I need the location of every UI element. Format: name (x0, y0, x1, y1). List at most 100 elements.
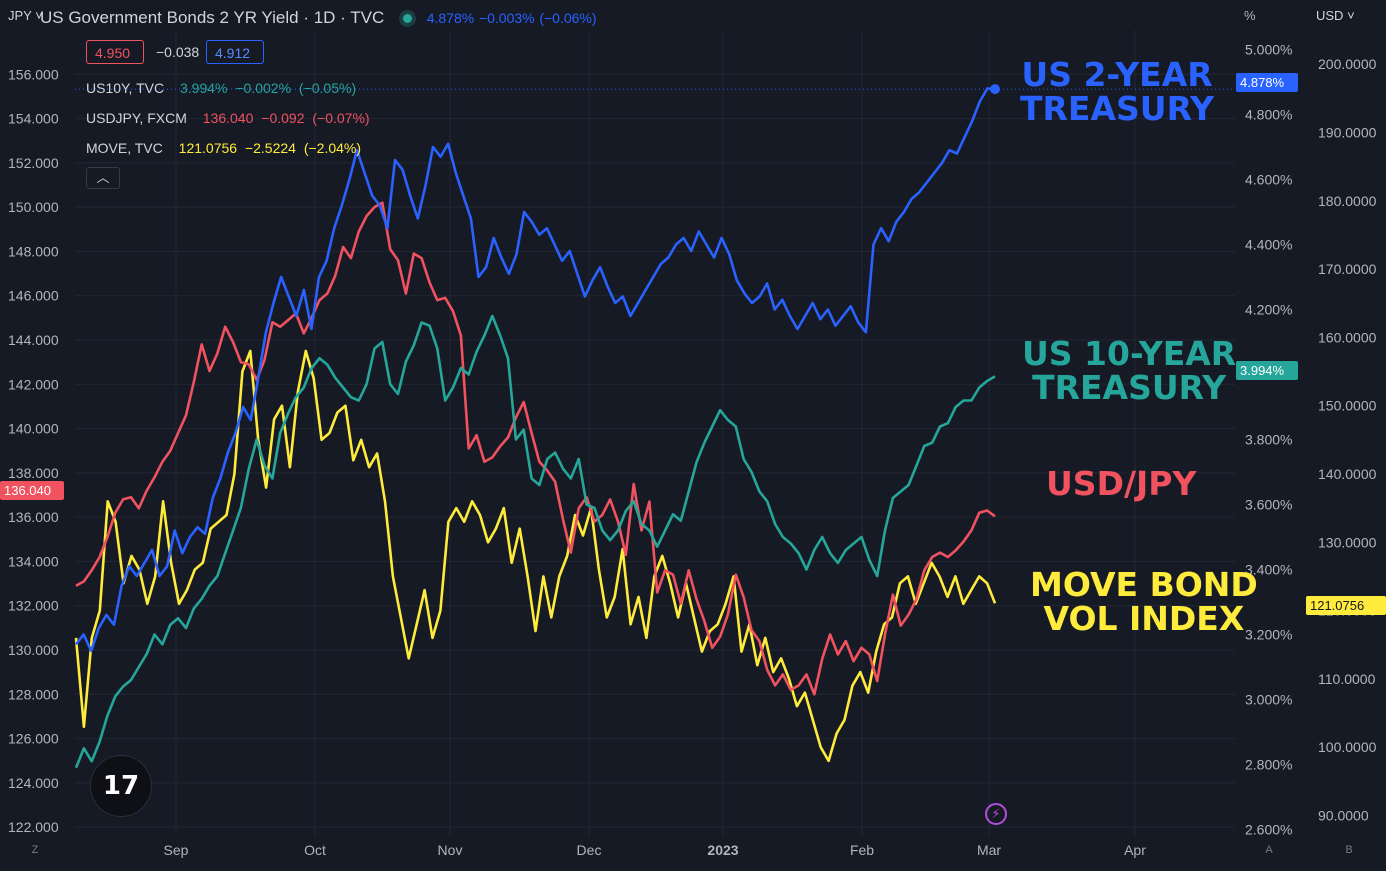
chevron-down-icon: ˅ (35, 8, 43, 23)
legend-change-pct: (−0.05%) (298, 80, 357, 96)
usd-axis-tick-label: 190.0000 (1318, 124, 1377, 140)
legend-value: 3.994% (179, 80, 228, 96)
left-axis-tick-label: 154.000 (8, 111, 59, 127)
move-series-line (74, 349, 997, 763)
left-axis-tick-label: 136.000 (8, 509, 59, 525)
time-axis-tick-label: Feb (850, 842, 874, 858)
right-currency-label: USD (1316, 8, 1344, 23)
left-axis-tick-label: 148.000 (8, 243, 59, 259)
left-axis-tick-label: 144.000 (8, 332, 59, 348)
left-axis-tick-label: 156.000 (8, 66, 59, 82)
annotation-line: US 2-YEAR (1021, 55, 1213, 94)
percent-axis-tick-label: 4.400% (1245, 237, 1292, 253)
annotation-line: TREASURY (1032, 368, 1227, 407)
annotation-move: MOVE BOND VOL INDEX (1030, 568, 1258, 636)
usd-axis-tick-label: 130.0000 (1318, 534, 1377, 550)
legend-usdjpy[interactable]: USDJPY, FXCM 136.040 −0.092 (−0.07%) (86, 110, 374, 126)
annotation-line: TREASURY (1020, 89, 1215, 128)
left-axis-tick-label: 124.000 (8, 775, 59, 791)
usd-axis-tick-label: 100.0000 (1318, 739, 1377, 755)
symbol-title-row: US Government Bonds 2 YR Yield · 1D · TV… (40, 8, 597, 28)
legend-us10y[interactable]: US10Y, TVC 3.994% −0.002% (−0.05%) (86, 80, 360, 96)
bid-box[interactable]: 4.950 (86, 40, 144, 64)
us10y-price-tag: 3.994% (1236, 361, 1298, 380)
percent-axis-tick-label: 2.800% (1245, 757, 1292, 773)
a-button[interactable]: A (1265, 844, 1273, 856)
lightning-bolt-icon[interactable]: ⚡ (985, 803, 1007, 825)
usdjpy-series-line (75, 201, 996, 696)
annotation-line: MOVE BOND (1030, 565, 1258, 604)
annotation-line: VOL INDEX (1043, 599, 1245, 638)
usd-axis-tick-label: 110.0000 (1318, 671, 1376, 687)
annotation-line: US 10-YEAR (1022, 334, 1237, 373)
left-axis-tick-label: 152.000 (8, 155, 59, 171)
z-button[interactable]: Z (31, 844, 39, 856)
left-axis-tick-label: 130.000 (8, 642, 59, 658)
time-axis-tick-label: 2023 (707, 842, 738, 858)
legend-value: 121.0756 (178, 140, 238, 156)
legend-change: −0.092 (261, 110, 305, 126)
annotation-us2y: US 2-YEAR TREASURY (1020, 58, 1214, 126)
b-button[interactable]: B (1345, 844, 1353, 856)
left-price-axis: 122.000 124.000 126.000 128.000 130.000 132.0… (8, 66, 59, 835)
legend-change: −0.002% (235, 80, 292, 96)
ask-box[interactable]: 4.912 (206, 40, 264, 64)
time-axis-tick-label: Apr (1124, 842, 1146, 858)
usd-price-axis: 90.0000100.0000110.0000120.0000130.00001… (1318, 56, 1377, 823)
us2y-series-line (74, 87, 996, 653)
legend-change-pct: (−2.04%) (303, 140, 362, 156)
left-axis-tick-label: 150.000 (8, 199, 59, 215)
percent-axis-tick-label: 3.600% (1245, 497, 1292, 513)
right-currency-select[interactable]: USD ˅ (1316, 8, 1355, 23)
annotation-us10y: US 10-YEAR TREASURY (1022, 337, 1236, 405)
time-axis-tick-label: Mar (977, 842, 1001, 858)
usd-axis-tick-label: 180.0000 (1318, 193, 1377, 209)
usd-axis-tick-label: 140.0000 (1318, 466, 1377, 482)
annotation-usdjpy: USD/JPY (1046, 464, 1197, 503)
legend-value: 136.040 (202, 110, 254, 126)
legend-symbol: MOVE, TVC (86, 140, 163, 156)
left-currency-select[interactable]: JPY ˅ (8, 8, 43, 23)
legend-symbol: USDJPY, FXCM (86, 110, 187, 126)
left-axis-tick-label: 126.000 (8, 731, 59, 747)
legend-change: −2.5224 (244, 140, 296, 156)
usd-axis-tick-label: 160.0000 (1318, 329, 1377, 345)
usd-axis-tick-label: 170.0000 (1318, 261, 1377, 277)
left-axis-tick-label: 142.000 (8, 376, 59, 392)
percent-axis-tick-label: 4.600% (1245, 172, 1292, 188)
usdjpy-price-tag: 136.040 (0, 481, 64, 500)
chevron-up-icon: ︿ (96, 170, 110, 185)
time-axis-tick-label: Dec (577, 842, 602, 858)
tradingview-logo[interactable]: 17 (90, 755, 152, 817)
market-status-icon (402, 14, 412, 23)
change-value: −0.003% (478, 10, 535, 26)
percent-axis-tick-label: 3.200% (1245, 627, 1292, 643)
percent-axis-tick-label: 3.800% (1245, 432, 1292, 448)
legend-change-pct: (−0.07%) (312, 110, 370, 126)
left-axis-tick-label: 134.000 (8, 553, 59, 569)
left-axis-tick-label: 146.000 (8, 288, 59, 304)
percent-axis-tick-label: 5.000% (1245, 42, 1292, 58)
us10y-series-line (74, 314, 996, 769)
spread-value: −0.038 (156, 44, 200, 60)
time-axis: Sep Oct Nov Dec 2023 Feb Mar Apr (164, 842, 1147, 858)
percent-axis-tick-label: 2.600% (1245, 822, 1292, 838)
left-axis-tick-label: 140.000 (8, 421, 59, 437)
percent-axis-tick-label: 3.400% (1245, 562, 1292, 578)
percent-axis-tick-label: 4.200% (1245, 302, 1292, 318)
symbol-title[interactable]: US Government Bonds 2 YR Yield · 1D · TV… (40, 8, 385, 27)
usd-axis-tick-label: 150.0000 (1318, 398, 1377, 414)
left-axis-tick-label: 132.000 (8, 598, 59, 614)
left-axis-tick-label: 138.000 (8, 465, 59, 481)
left-axis-tick-label: 122.000 (8, 819, 59, 835)
change-percent: (−0.06%) (539, 10, 597, 26)
collapse-legend-button[interactable]: ︿ (86, 167, 120, 189)
time-axis-tick-label: Sep (164, 842, 189, 858)
percent-axis-tick-label: 3.000% (1245, 692, 1292, 708)
move-price-tag: 121.0756 (1306, 596, 1386, 615)
percent-price-axis: 2.600% 2.800% 3.000% 3.200% 3.400% 3.600% 3.80… (1245, 42, 1292, 838)
last-value: 4.878% (426, 10, 475, 26)
legend-move[interactable]: MOVE, TVC 121.0756 −2.5224 (−2.04%) (86, 140, 365, 156)
series-layer (74, 87, 997, 769)
